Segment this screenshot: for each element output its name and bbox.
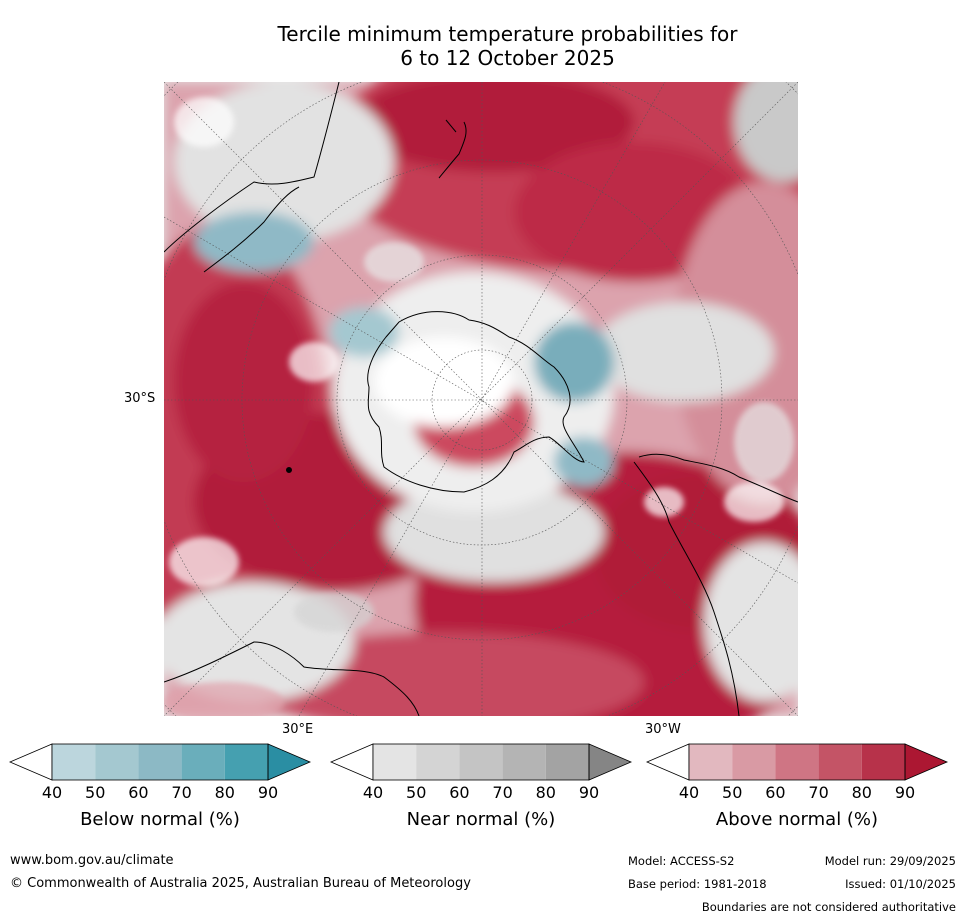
footer-copyright: © Commonwealth of Australia 2025, Austra… — [10, 876, 471, 891]
colorbar-above-segment — [689, 744, 733, 780]
colorbar-near-tick: 60 — [449, 783, 470, 802]
colorbar-near-tick: 40 — [362, 783, 384, 802]
colorbar-near-tick: 90 — [578, 783, 600, 802]
colorbar-near-segment — [545, 744, 589, 780]
colorbar-near-segment — [373, 744, 417, 780]
colorbar-near-tick: 80 — [535, 783, 556, 802]
colorbar-above-segment — [818, 744, 862, 780]
colorbar-above-label: Above normal (%) — [715, 809, 879, 830]
probability-detail — [164, 97, 794, 716]
colorbar-below-tick: 70 — [171, 783, 192, 802]
footer-boundaries: Boundaries are not considered authoritat… — [701, 900, 956, 914]
footer-website[interactable]: www.bom.gov.au/climate — [10, 853, 174, 868]
colorbar-near-low-extension — [329, 743, 374, 781]
colorbar-below-label: Below normal (%) — [80, 809, 240, 830]
title-line-2: 6 to 12 October 2025 — [400, 46, 615, 70]
map-canvas — [164, 82, 798, 716]
lon-label-30w: 30°W — [645, 722, 681, 737]
colorbar-below-segment — [52, 744, 96, 780]
colorbar-near-tick: 50 — [406, 783, 427, 802]
colorbar-below — [8, 743, 312, 781]
colorbar-below-segment — [224, 744, 268, 780]
colorbar-near-segment — [502, 744, 546, 780]
colorbar-near-segment — [459, 744, 503, 780]
colorbar-below-low-extension — [8, 743, 53, 781]
colorbar-below-segment — [95, 744, 139, 780]
colorbar-above-high-extension — [904, 743, 949, 781]
footer-base-period: Base period: 1981-2018 — [628, 877, 767, 891]
colorbar-above-tick: 60 — [765, 783, 786, 802]
colorbar-near — [329, 743, 633, 781]
colorbar-above-segment — [775, 744, 819, 780]
colorbar-above-segment — [732, 744, 776, 780]
colorbar-above — [645, 743, 949, 781]
colorbar-below-high-extension — [267, 743, 312, 781]
footer-issued: Issued: 01/10/2025 — [845, 877, 956, 891]
colorbar-above-tick: 90 — [894, 783, 916, 802]
colorbar-near-high-extension — [588, 743, 633, 781]
colorbar-near-segment — [416, 744, 460, 780]
colorbar-above-low-extension — [645, 743, 690, 781]
colorbar-below-tick: 80 — [214, 783, 235, 802]
colorbar-below-segment — [181, 744, 225, 780]
colorbar-above-svg — [645, 743, 949, 781]
footer-model: Model: ACCESS-S2 — [628, 854, 735, 868]
colorbar-above-segment — [861, 744, 905, 780]
colorbar-below-tick: 60 — [128, 783, 149, 802]
colorbar-below-frame — [51, 743, 269, 781]
graticule — [164, 82, 798, 716]
colorbar-below-svg — [8, 743, 312, 781]
lon-label-30e: 30°E — [282, 722, 314, 737]
colorbar-above-tick: 40 — [678, 783, 700, 802]
colorbar-above-tick: 50 — [722, 783, 743, 802]
footer-model-run: Model run: 29/09/2025 — [824, 854, 956, 868]
colorbar-near-frame — [372, 743, 590, 781]
colorbar-near-svg — [329, 743, 633, 781]
colorbar-below-tick: 50 — [85, 783, 106, 802]
coastlines — [164, 82, 798, 716]
colorbar-below-tick: 40 — [41, 783, 63, 802]
colorbar-above-tick: 70 — [808, 783, 829, 802]
chart-title: Tercile minimum temperature probabilitie… — [0, 22, 965, 70]
colorbar-below-segment — [138, 744, 182, 780]
colorbar-near-label: Near normal (%) — [406, 809, 556, 830]
colorbar-above-tick: 80 — [851, 783, 872, 802]
colorbar-above-frame — [688, 743, 906, 781]
colorbar-below-tick: 90 — [257, 783, 279, 802]
colorbar-near-tick: 70 — [492, 783, 513, 802]
probability-map[interactable] — [164, 82, 798, 716]
title-line-1: Tercile minimum temperature probabilitie… — [277, 22, 738, 46]
lat-label-30s: 30°S — [124, 391, 156, 406]
